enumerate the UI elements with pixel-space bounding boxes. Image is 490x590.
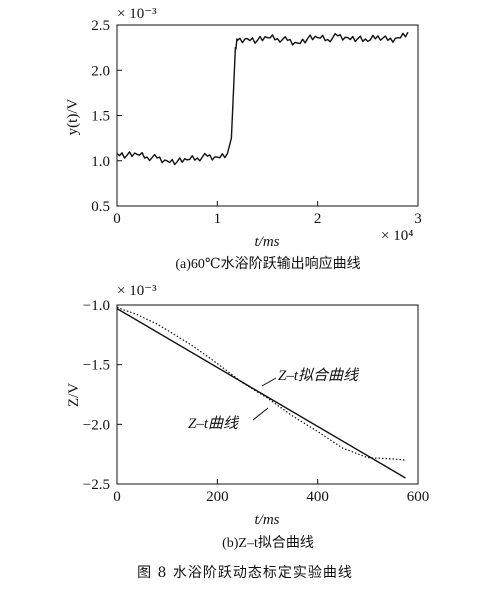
- chart-a-y-axis-label: y(t)/V: [65, 99, 81, 136]
- chart-b-x-tick-label: 600: [407, 489, 430, 505]
- chart-b-y-tick-label: −1.5: [83, 358, 110, 374]
- annotation-fit-curve-leader: [261, 377, 277, 387]
- chart-b-x-tick-label: 400: [306, 489, 329, 505]
- annotation-fit-curve: Z–t拟合曲线: [278, 367, 360, 384]
- chart-b-y-tick-label: −2.0: [83, 417, 110, 433]
- chart-a-x-axis-label: t/ms: [254, 234, 279, 250]
- annotation-raw-curve-leader: [252, 407, 269, 421]
- chart-a-plot-frame: [116, 24, 419, 207]
- chart-b-plot-frame: [116, 304, 419, 485]
- chart-a-ticks: 0 1 2 3 0.5 1.0 1.5 2.0 2.5: [91, 18, 422, 227]
- chart-b-x-tick-label: 0: [113, 489, 121, 505]
- chart-a-y-tick-label: 0.5: [91, 199, 110, 215]
- chart-b-y-tick-label: −1.0: [83, 298, 110, 314]
- chart-b-series-group: [116, 306, 406, 479]
- chart-a-y-multiplier: × 10⁻³: [117, 6, 157, 22]
- chart-a-y-tick-label: 2.0: [91, 63, 110, 79]
- chart-b-series-1-line: [116, 306, 406, 461]
- chart-a-caption: (a)60℃水浴阶跃输出响应曲线: [175, 255, 360, 272]
- chart-a-y-tick-label: 1.5: [91, 109, 110, 125]
- chart-a-series-0-line: [116, 31, 409, 166]
- figure-caption: 图 8 水浴阶跃动态标定实验曲线: [137, 565, 353, 581]
- chart-b-x-tick-label: 200: [206, 489, 229, 505]
- chart-b-series-0-line: [116, 307, 406, 479]
- chart-b-y-axis-label: Z/V: [66, 383, 82, 407]
- chart-a-series-group: [116, 31, 409, 166]
- chart-b: × 10⁻³ t/ms Z/V (b)Z–t拟合曲线 0 200 400 600 −2.…: [66, 283, 429, 551]
- chart-a-x-multiplier: × 10⁴: [381, 228, 413, 244]
- chart-b-ticks: 0 200 400 600 −2.5 −2.0 −1.5 −1.0: [83, 298, 429, 505]
- chart-a-x-tick-label: 0: [113, 211, 121, 227]
- chart-b-x-axis-label: t/ms: [254, 512, 279, 528]
- chart-a-y-tick-label: 1.0: [91, 154, 110, 170]
- chart-a-x-tick-label: 2: [314, 211, 322, 227]
- chart-a-x-tick-label: 3: [414, 211, 422, 227]
- chart-a: × 10⁻³ × 10⁴ t/ms y(t)/V (a)60℃水浴阶跃输出响应曲…: [65, 6, 422, 272]
- chart-a-y-tick-label: 2.5: [91, 18, 110, 34]
- chart-b-caption: (b)Z–t拟合曲线: [222, 535, 314, 551]
- annotation-raw-curve: Z–t曲线: [188, 415, 240, 432]
- chart-b-y-multiplier: × 10⁻³: [117, 283, 157, 299]
- chart-a-x-tick-label: 1: [214, 211, 222, 227]
- chart-b-y-tick-label: −2.5: [83, 477, 110, 493]
